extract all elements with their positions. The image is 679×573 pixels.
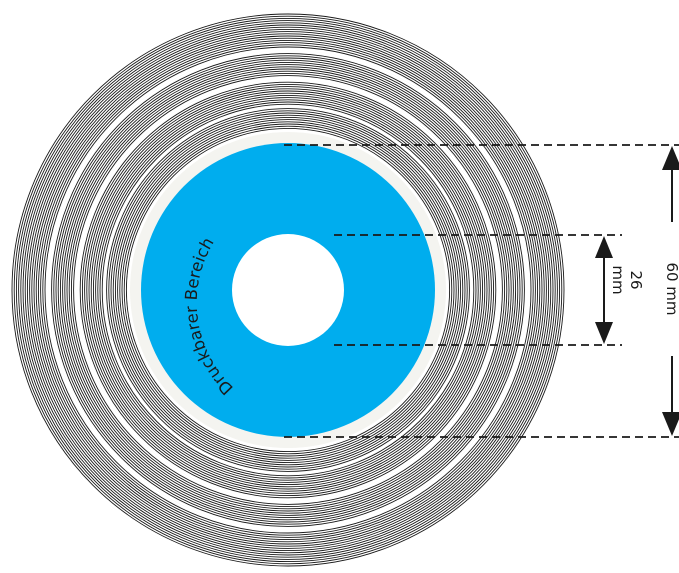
groove-ring — [114, 116, 462, 464]
groove-ring — [73, 75, 503, 505]
groove-ring — [92, 94, 484, 486]
outer-dimension-label: 60 mm — [663, 262, 679, 315]
groove-ring — [99, 101, 477, 479]
groove-ring — [35, 37, 541, 543]
groove-ring — [70, 72, 506, 508]
groove-ring — [97, 99, 479, 481]
groove-ring — [119, 121, 457, 459]
groove-ring — [95, 97, 481, 483]
groove-ring — [79, 81, 497, 499]
groove-ring — [53, 55, 523, 525]
center-hole — [232, 234, 344, 346]
record-grooves — [11, 13, 565, 567]
groove-ring — [66, 68, 510, 512]
groove-ring — [59, 61, 517, 519]
inner-dimension-label: 26 mm — [609, 265, 645, 294]
groove-ring — [123, 125, 453, 455]
groove-ring — [24, 26, 552, 554]
groove-ring — [40, 42, 536, 538]
groove-ring — [11, 13, 565, 567]
groove-ring — [18, 20, 558, 560]
groove-ring — [51, 53, 525, 527]
groove-ring — [86, 88, 490, 492]
inner-arrow-up-icon — [595, 236, 613, 258]
groove-ring — [55, 57, 521, 523]
outer-arrow-up-icon — [662, 146, 679, 170]
groove-ring — [22, 24, 554, 556]
groove-ring — [108, 110, 468, 470]
inner-arrow-down-icon — [595, 322, 613, 344]
groove-ring — [112, 114, 464, 466]
groove-ring — [64, 66, 512, 514]
groove-ring — [68, 70, 508, 510]
groove-ring — [33, 35, 543, 545]
groove-ring — [42, 44, 534, 536]
inner-dimension-unit: mm — [609, 265, 627, 294]
groove-ring — [101, 103, 475, 477]
groove-ring — [15, 17, 561, 563]
groove-ring — [26, 28, 550, 552]
outer-arrow-down-icon — [662, 412, 679, 436]
groove-ring — [81, 83, 495, 497]
groove-ring — [84, 86, 492, 494]
groove-ring — [57, 59, 519, 521]
groove-ring — [31, 33, 545, 547]
groove-ring — [62, 64, 514, 516]
groove-ring — [90, 92, 486, 488]
groove-ring — [106, 108, 470, 472]
groove-ring — [44, 46, 532, 534]
groove-ring — [29, 31, 547, 549]
groove-ring — [20, 22, 556, 558]
inner-dimension-value: 26 — [627, 270, 645, 289]
groove-ring — [37, 39, 539, 541]
groove-ring — [88, 90, 488, 490]
groove-ring — [110, 112, 466, 468]
groove-ring — [13, 15, 563, 565]
groove-ring — [117, 119, 459, 461]
groove-ring — [125, 127, 451, 453]
groove-ring — [121, 123, 455, 457]
